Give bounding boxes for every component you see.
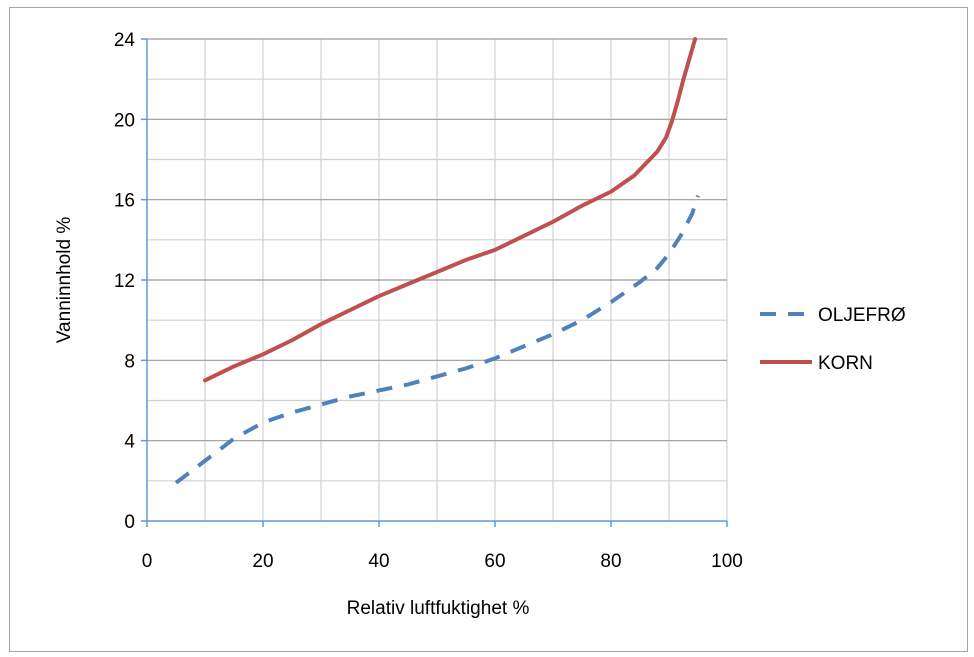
series-line-0 [174,195,700,485]
y-tick-label: 12 [114,271,135,292]
x-tick-label: 0 [142,551,153,572]
y-tick-label: 0 [124,512,135,533]
x-tick-label: 80 [600,551,621,572]
series-lines [174,37,700,485]
x-tick-label: 100 [711,551,743,572]
legend-label-korn: KORN [818,353,873,374]
legend-label-oljefro: OLJEFRØ [818,305,906,326]
x-axis-title: Relativ luftfuktighet % [347,598,530,619]
x-tick-label: 40 [368,551,389,572]
x-tick-label: 60 [484,551,505,572]
series-line-1 [203,37,698,383]
y-tick-label: 16 [114,191,135,212]
axes [141,38,728,527]
y-tick-label: 24 [114,30,136,51]
y-tick-label: 20 [114,110,135,131]
y-tick-label: 4 [124,432,135,453]
tick-labels: 0 4 8 12 16 20 24 0 20 40 60 80 100 [114,30,743,572]
x-tick-label: 20 [252,551,273,572]
chart-frame [9,7,968,652]
y-axis-title: Vanninnhold % [54,217,75,344]
legend: OLJEFRØ KORN [760,305,906,374]
y-tick-label: 8 [124,351,135,372]
